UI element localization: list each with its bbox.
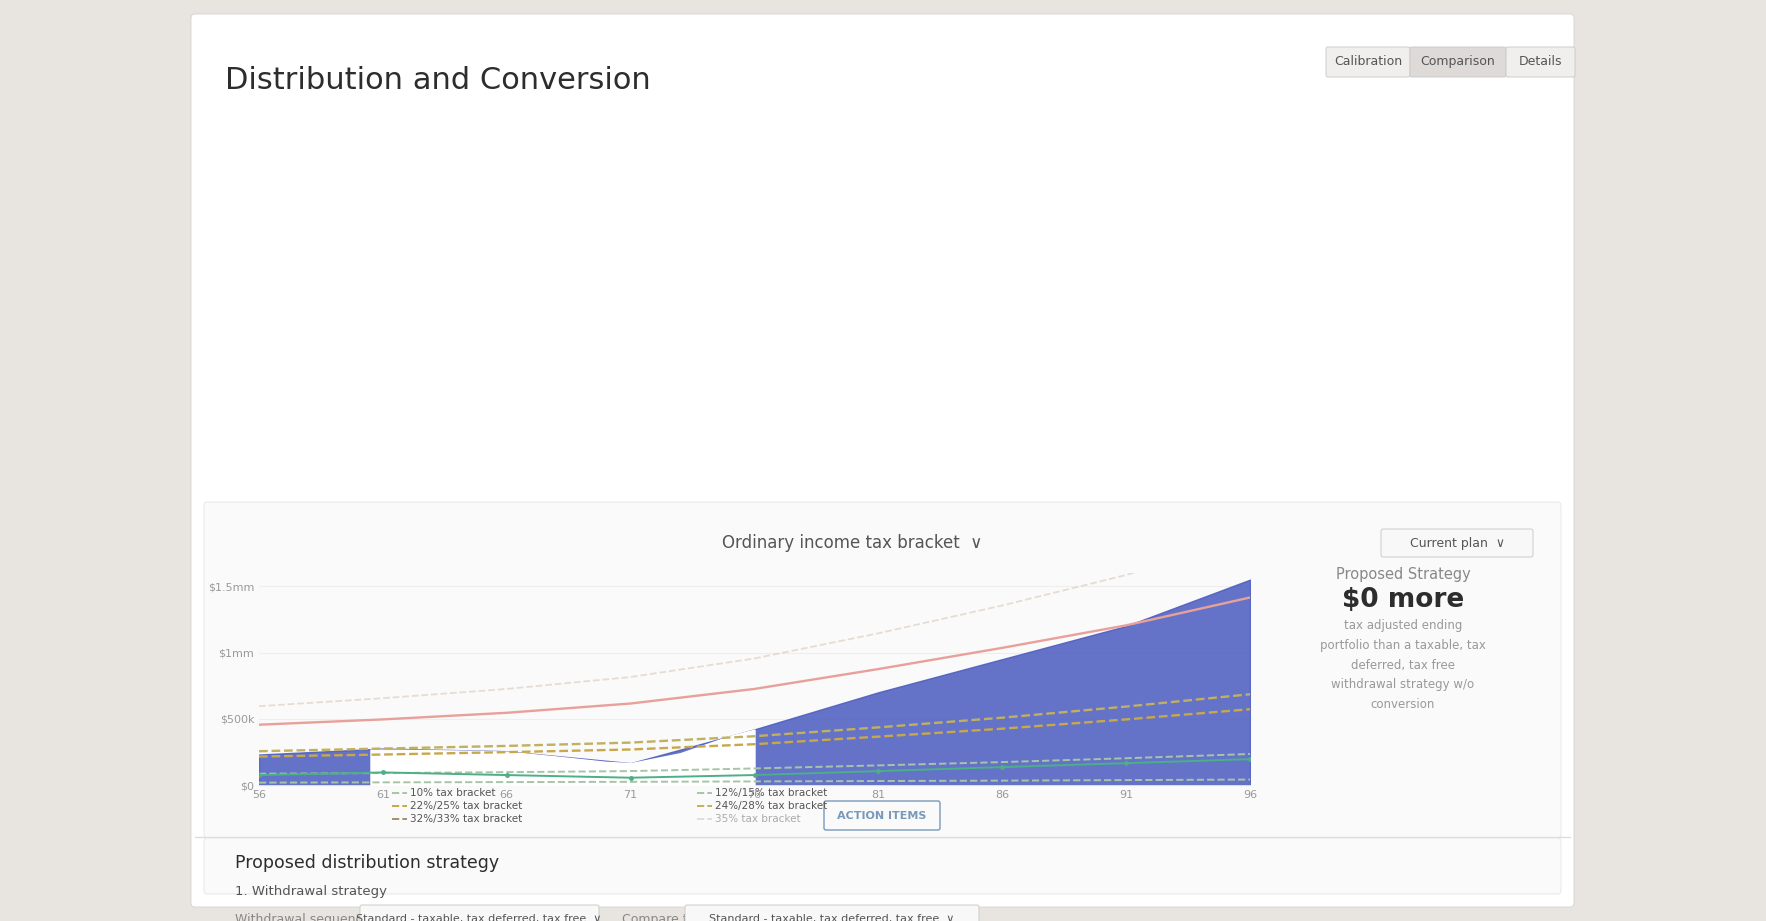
FancyBboxPatch shape: [205, 838, 1561, 894]
Text: tax adjusted ending
portfolio than a taxable, tax
deferred, tax free
withdrawal : tax adjusted ending portfolio than a tax…: [1319, 620, 1485, 710]
Text: Withdrawal sequence: Withdrawal sequence: [235, 913, 371, 921]
FancyBboxPatch shape: [1381, 529, 1533, 557]
Text: Comparison: Comparison: [1420, 55, 1496, 68]
Text: Standard - taxable, tax deferred, tax free  ∨: Standard - taxable, tax deferred, tax fr…: [710, 914, 955, 921]
Text: 32%/33% tax bracket: 32%/33% tax bracket: [410, 814, 523, 824]
Text: 22%/25% tax bracket: 22%/25% tax bracket: [410, 801, 523, 811]
FancyBboxPatch shape: [825, 801, 940, 830]
Text: Adjusted taxable income w/o conversion: Adjusted taxable income w/o conversion: [706, 774, 918, 784]
Text: 12%/15% tax bracket: 12%/15% tax bracket: [715, 788, 826, 798]
Text: Details: Details: [1519, 55, 1563, 68]
Text: Standard - taxable, tax deferred, tax free  ∨: Standard - taxable, tax deferred, tax fr…: [357, 914, 602, 921]
FancyBboxPatch shape: [205, 502, 1561, 838]
Text: Adjusted taxable income w/ conversion: Adjusted taxable income w/ conversion: [403, 774, 608, 784]
FancyBboxPatch shape: [360, 905, 599, 921]
Text: Proposed distribution strategy: Proposed distribution strategy: [235, 854, 500, 872]
Text: Compare to: Compare to: [622, 913, 696, 921]
Text: 24%/28% tax bracket: 24%/28% tax bracket: [715, 801, 826, 811]
Text: 10% tax bracket: 10% tax bracket: [410, 788, 496, 798]
Text: Distribution and Conversion: Distribution and Conversion: [224, 66, 650, 95]
FancyBboxPatch shape: [1409, 47, 1506, 77]
Text: Proposed Strategy: Proposed Strategy: [1335, 567, 1471, 582]
FancyBboxPatch shape: [1326, 47, 1409, 77]
FancyBboxPatch shape: [685, 905, 978, 921]
Text: ACTION ITEMS: ACTION ITEMS: [837, 810, 927, 821]
Text: 1. Withdrawal strategy: 1. Withdrawal strategy: [235, 884, 387, 897]
FancyBboxPatch shape: [1506, 47, 1575, 77]
Text: Current plan  ∨: Current plan ∨: [1409, 537, 1505, 550]
Text: Ordinary income tax bracket  ∨: Ordinary income tax bracket ∨: [722, 534, 982, 552]
Text: 35% tax bracket: 35% tax bracket: [715, 814, 800, 824]
Text: $0 more: $0 more: [1342, 587, 1464, 613]
FancyBboxPatch shape: [191, 14, 1574, 907]
Text: Calibration: Calibration: [1333, 55, 1402, 68]
